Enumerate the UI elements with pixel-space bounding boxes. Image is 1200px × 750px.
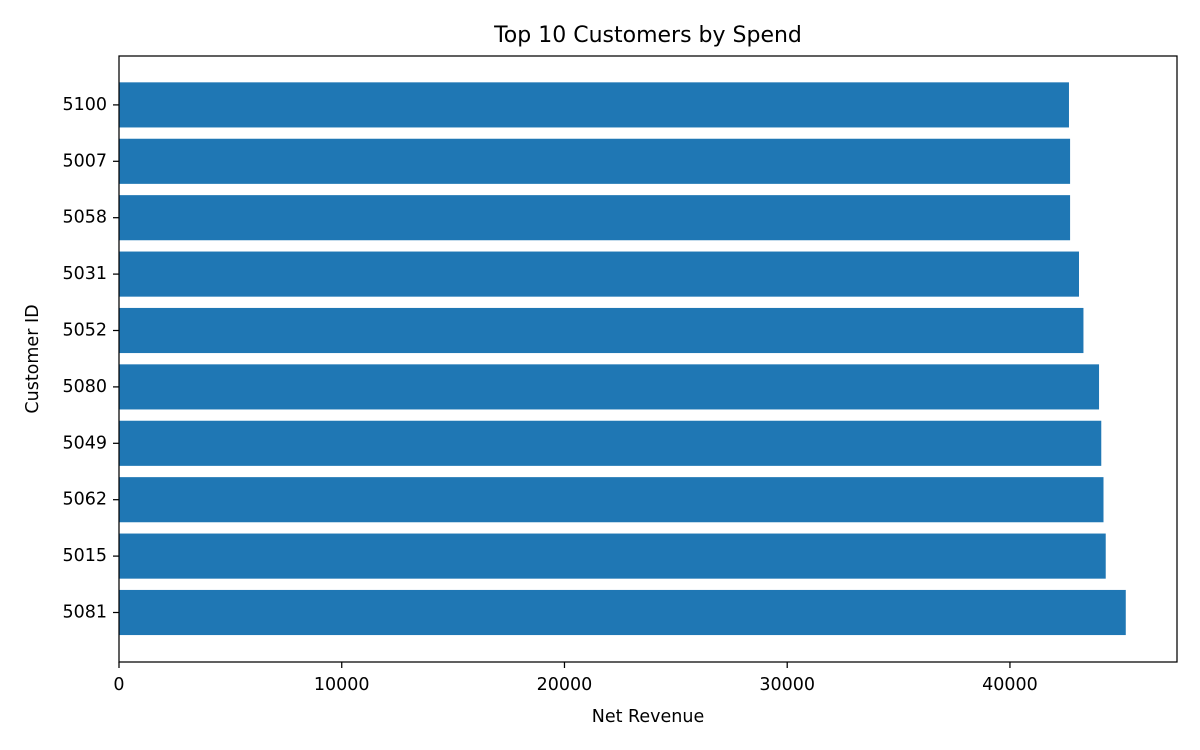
y-tick-label: 5007 [62, 151, 107, 171]
bar-5052 [119, 307, 1084, 354]
y-tick-label: 5081 [62, 603, 107, 623]
bar-5049 [119, 420, 1102, 466]
x-tick-label: 30000 [759, 675, 815, 695]
x-axis-label: Net Revenue [592, 707, 705, 727]
bar-5058 [119, 195, 1071, 241]
y-tick-label: 5058 [62, 208, 107, 228]
y-axis-label: Customer ID [23, 304, 43, 413]
bar-5080 [119, 364, 1100, 410]
bar-5007 [119, 138, 1071, 184]
x-tick-label: 0 [113, 675, 124, 695]
bar-5081 [119, 589, 1126, 636]
x-axis-ticks: 0 10000 20000 30000 40000 [113, 662, 1038, 695]
chart-title: Top 10 Customers by Spend [493, 23, 802, 48]
y-tick-label: 5100 [62, 95, 107, 115]
y-tick-label: 5052 [62, 321, 107, 341]
x-tick-label: 40000 [982, 675, 1038, 695]
y-axis-ticks: 5081 5015 5062 5049 5080 5052 5031 5058 5007 5100 [62, 95, 119, 623]
bars-group [119, 82, 1126, 636]
bar-5062 [119, 477, 1104, 523]
y-tick-label: 5031 [62, 264, 107, 284]
bar-5100 [119, 82, 1069, 128]
x-tick-label: 20000 [537, 675, 593, 695]
bar-5031 [119, 251, 1079, 297]
x-tick-label: 10000 [314, 675, 370, 695]
y-tick-label: 5080 [62, 377, 107, 397]
y-tick-label: 5015 [62, 546, 107, 566]
y-tick-label: 5062 [62, 490, 107, 510]
bar-5015 [119, 533, 1106, 579]
y-tick-label: 5049 [62, 433, 107, 453]
plot-frame [118, 55, 1178, 663]
